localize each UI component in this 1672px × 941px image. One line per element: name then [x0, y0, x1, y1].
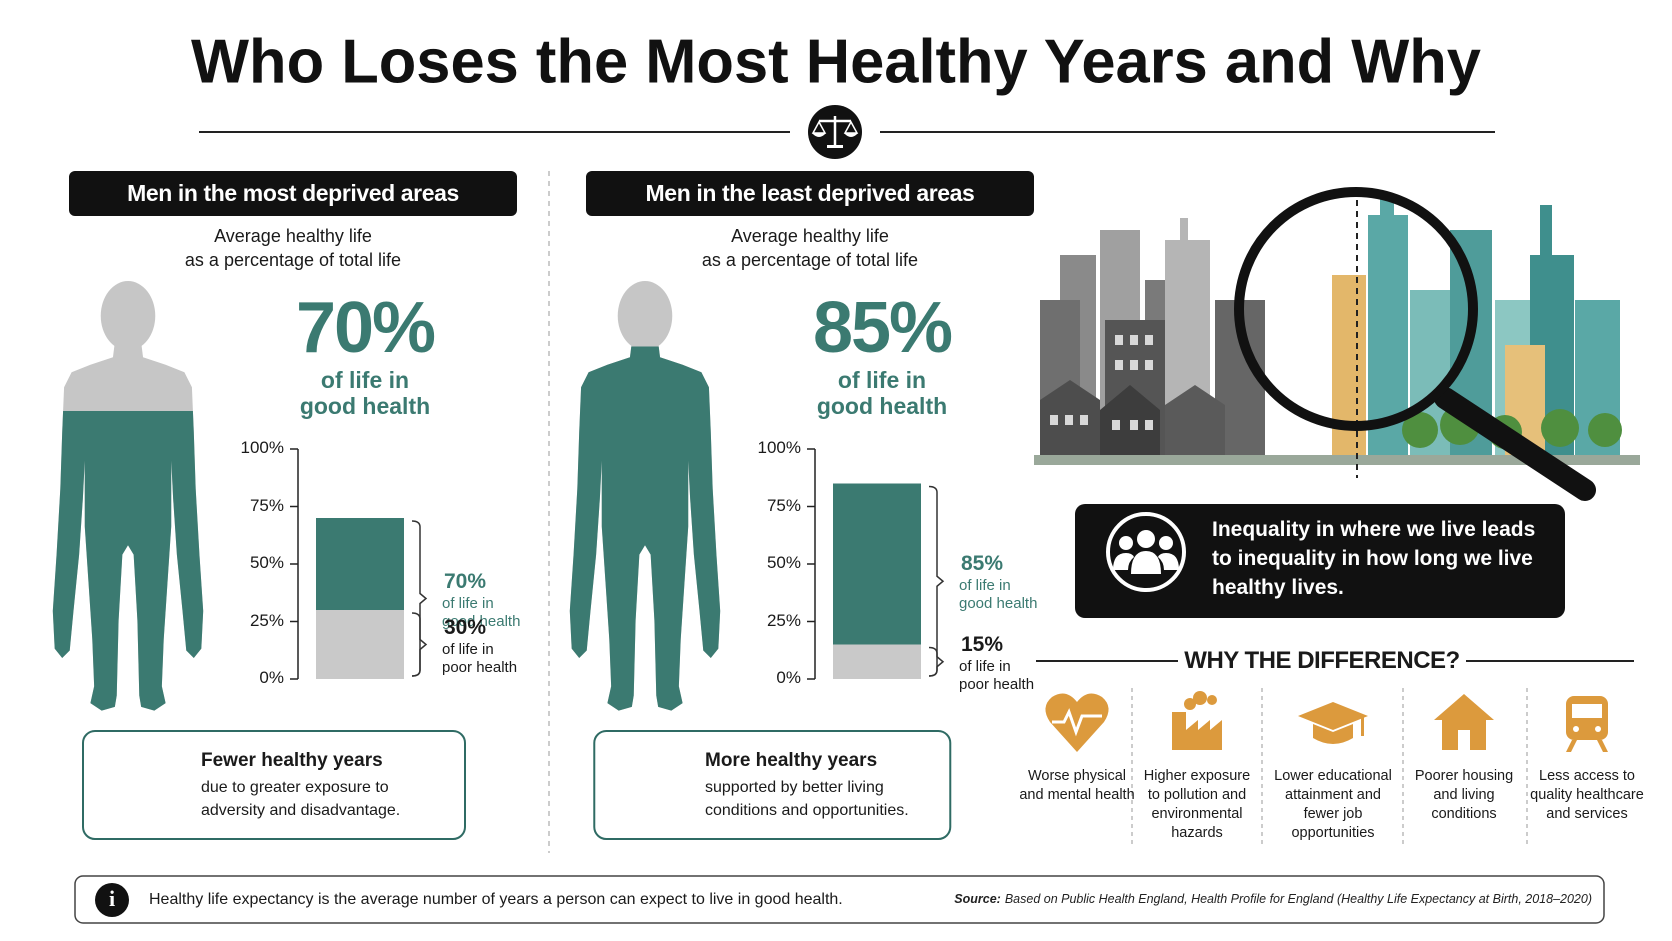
series-label: of life in poor health: [442, 640, 518, 676]
subtitle: Average healthy life: [731, 226, 889, 246]
reason-label: Higher exposure to pollution and environ…: [1143, 768, 1251, 841]
people-icon: [1106, 512, 1186, 592]
value-label: 15%: [961, 632, 1004, 656]
reason-separators: [1131, 688, 1528, 848]
note-title: Fewer healthy years: [201, 750, 383, 771]
reason-icons: [1045, 691, 1608, 752]
city-illustration: [1034, 187, 1640, 501]
y-tick-label: 100%: [240, 438, 284, 457]
person: [52, 411, 204, 711]
subtitle: as a percentage of total life: [701, 250, 919, 270]
panel-header: Men in the most deprived areas: [127, 179, 459, 206]
series-label: of life in poor health: [959, 657, 1035, 693]
info-icon: i: [109, 886, 115, 911]
source-label: Source:: [954, 892, 1001, 906]
footer-definition: Healthy life expectancy is the average n…: [149, 891, 843, 908]
info-icon: [95, 883, 129, 917]
callout-text: Inequality in where we live leads to ine…: [1212, 518, 1536, 599]
person-fill: [52, 411, 204, 711]
bar-segment: [316, 610, 404, 679]
bracket: [411, 520, 428, 677]
panel-header: Men in the least deprived areas: [645, 179, 975, 206]
source-text: Based on Public Health England, Health P…: [1005, 892, 1592, 906]
y-tick-label: 75%: [249, 495, 284, 515]
person-head: [617, 281, 673, 351]
reason-label: Worse physical and mental health: [1019, 768, 1135, 803]
y-tick-label: 100%: [757, 438, 801, 457]
callout-box: [1075, 504, 1565, 618]
note-text: supported by better living conditions an…: [705, 779, 909, 820]
footer-box: [74, 875, 1605, 924]
reason-label: Poorer housing and living conditions: [1414, 768, 1514, 822]
value-label: 70%: [444, 569, 487, 593]
highlight: 70%: [295, 288, 436, 368]
person-body: [52, 411, 204, 711]
series-label: of life in good health: [442, 594, 521, 630]
value-label: 85%: [961, 552, 1004, 576]
y-tick-label: 0%: [776, 668, 801, 687]
highlight-caption: of life in good health: [299, 367, 431, 420]
y-tick-label: 25%: [249, 610, 284, 630]
note-text: due to greater exposure to adversity and…: [201, 779, 401, 820]
subtitle: Average healthy life: [214, 226, 372, 246]
note-title: More healthy years: [705, 750, 878, 771]
scale-icon: [808, 105, 862, 159]
reason-label: Less access to quality healthcare and se…: [1530, 768, 1644, 822]
highlight: 85%: [812, 288, 953, 368]
value-label: 30%: [444, 615, 487, 639]
y-tick-label: 0%: [259, 668, 284, 687]
person-head: [100, 281, 156, 351]
bracket: [411, 612, 428, 677]
y-tick-label: 25%: [766, 610, 801, 630]
person-fill: [569, 346, 721, 711]
reason-label: Lower educational attainment and fewer j…: [1274, 768, 1392, 841]
bar-segment: [833, 644, 921, 679]
y-tick-label: 50%: [766, 553, 801, 572]
source: Source: Based on Public Health England, H…: [954, 892, 1592, 906]
highlight-caption: of life in good health: [816, 367, 948, 420]
reasons-title: WHY THE DIFFERENCE?: [1184, 647, 1460, 674]
title: Who Loses the Most Healthy Years and Why: [191, 27, 1482, 96]
bracket: [928, 646, 945, 677]
note-box: [593, 730, 952, 840]
note-box: [82, 730, 466, 840]
person-body: [569, 346, 721, 711]
panel-header-box: [586, 171, 1034, 216]
y-tick-label: 75%: [766, 495, 801, 515]
panel-header-box: [69, 171, 517, 216]
subtitle: as a percentage of total life: [184, 250, 402, 270]
series-label: of life in good health: [959, 577, 1038, 613]
y-tick-label: 50%: [249, 553, 284, 572]
person: [569, 346, 721, 711]
